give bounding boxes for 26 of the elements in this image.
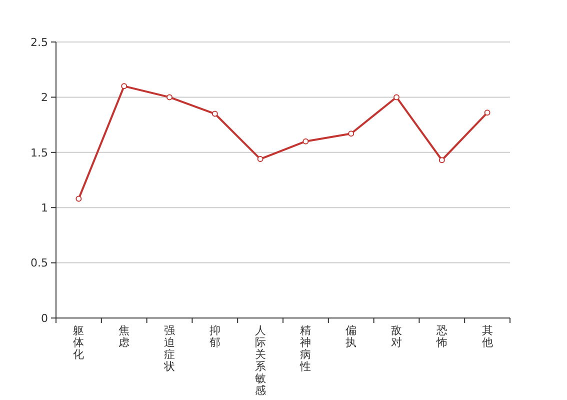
y-tick-label: 0.5 (30, 256, 48, 270)
point (76, 196, 82, 202)
point (257, 156, 264, 162)
x-tick-label: 抑郁 (209, 324, 220, 349)
point (394, 94, 400, 100)
x-tick-label: 精神病性 (299, 324, 312, 373)
x-tick-label: 人际关系敏感 (254, 324, 266, 397)
point (212, 110, 218, 117)
y-tick-label: 1 (41, 201, 48, 214)
x-tick-label: 其他 (482, 324, 493, 349)
y-tick-label: 2 (41, 91, 48, 104)
point (438, 157, 445, 164)
y-tick-label: 2.5 (30, 36, 48, 49)
x-tick-label: 恐怖 (435, 324, 448, 349)
x-tick-label: 敌对 (391, 324, 402, 349)
point (166, 94, 172, 100)
x-tick-label: 偏执 (346, 324, 357, 349)
y-tick-label: 1.5 (30, 146, 48, 160)
x-tick-label: 焦虑 (118, 324, 130, 349)
x-tick-label: 躯体化 (73, 324, 84, 361)
point (121, 83, 128, 90)
point (302, 138, 309, 144)
y-tick-label: 0 (41, 312, 48, 325)
point (484, 110, 490, 116)
point (348, 130, 354, 137)
x-tick-label: 强迫症状 (163, 324, 175, 373)
